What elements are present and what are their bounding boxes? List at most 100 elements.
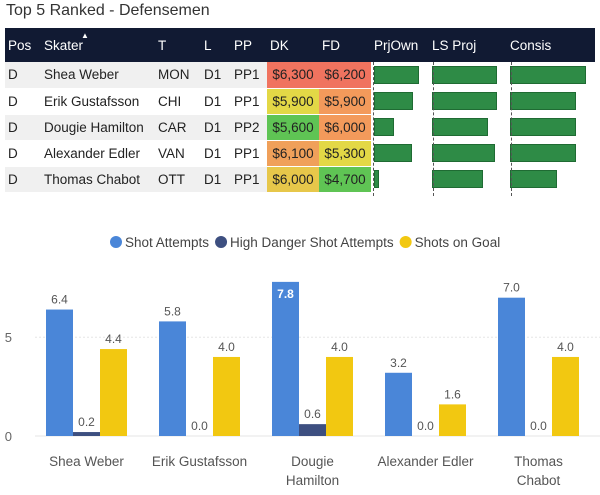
col-header-lsproj[interactable]: LS Proj	[429, 28, 507, 62]
cell-prjown	[371, 62, 429, 89]
cell-skater: Erik Gustafsson	[41, 88, 155, 115]
cell-line: D1	[201, 166, 231, 193]
data-label: 7.8	[277, 287, 294, 301]
cell-pos: D	[5, 62, 41, 89]
table-row[interactable]: D Erik Gustafsson CHI D1 PP1 $5,900 $5,900	[5, 88, 595, 115]
col-header-prjown[interactable]: PrjOwn	[371, 28, 429, 62]
cell-skater: Dougie Hamilton	[41, 114, 155, 141]
cell-lsproj	[429, 114, 507, 141]
cell-dk: $6,300	[267, 62, 319, 89]
x-category-label: Alexander Edler	[377, 454, 474, 469]
cell-consis	[507, 62, 595, 89]
consis-data-bar	[510, 170, 557, 188]
data-label: 0.0	[417, 419, 434, 433]
col-header-dk[interactable]: DK	[267, 28, 319, 62]
cell-dk: $6,100	[267, 140, 319, 167]
lsproj-data-bar	[432, 144, 495, 162]
data-label: 5.8	[164, 304, 181, 318]
lsproj-data-bar	[432, 118, 488, 136]
legend-marker	[215, 236, 228, 248]
bar-shots-on-goal	[213, 356, 240, 436]
lsproj-data-bar	[432, 92, 497, 110]
cell-skater: Thomas Chabot	[41, 166, 155, 193]
cell-consis	[507, 166, 595, 193]
cell-dk: $5,900	[267, 88, 319, 115]
col-header-line[interactable]: L	[201, 28, 231, 62]
col-header-pp[interactable]: PP	[231, 28, 267, 62]
data-label: 7.0	[503, 281, 520, 295]
cell-fd: $5,300	[319, 140, 371, 167]
defensemen-table: Pos ▲ Skater T L PP DK FD PrjOwn LS Proj …	[5, 28, 595, 193]
column-divider	[511, 62, 512, 196]
cell-pp: PP2	[231, 114, 267, 141]
cell-line: D1	[201, 114, 231, 141]
column-divider	[373, 62, 374, 196]
cell-prjown	[371, 140, 429, 167]
data-label: 6.4	[51, 293, 68, 307]
lsproj-data-bar	[432, 65, 497, 84]
shot-stats-chart: Shot Attempts High Danger Shot Attempts Sh…	[5, 235, 600, 488]
table-row[interactable]: D Dougie Hamilton CAR D1 PP2 $5,600 $6,000	[5, 114, 595, 141]
legend-label: Shot Attempts	[125, 235, 209, 250]
cell-fd: $6,200	[319, 62, 371, 89]
legend-label: High Danger Shot Attempts	[230, 235, 394, 250]
cell-pp: PP1	[231, 166, 267, 193]
cell-pos: D	[5, 88, 41, 115]
lsproj-data-bar	[432, 170, 483, 188]
cell-prjown	[371, 114, 429, 141]
y-tick-label: 0	[5, 429, 12, 444]
cell-consis	[507, 140, 595, 167]
data-label: 4.4	[105, 332, 122, 346]
data-label: 0.6	[304, 407, 321, 421]
cell-fd: $4,700	[319, 166, 371, 193]
sort-arrow-icon: ▲	[81, 31, 89, 40]
cell-team: CHI	[155, 88, 201, 115]
cell-pos: D	[5, 114, 41, 141]
bar-shot-attempts	[498, 297, 525, 436]
cell-line: D1	[201, 62, 231, 89]
cell-consis	[507, 114, 595, 141]
table-row[interactable]: D Thomas Chabot OTT D1 PP1 $6,000 $4,700	[5, 166, 595, 193]
col-header-team[interactable]: T	[155, 28, 201, 62]
x-category-label: Dougie	[291, 454, 334, 469]
consis-data-bar	[510, 92, 576, 110]
cell-prjown	[371, 88, 429, 115]
table-row[interactable]: D Alexander Edler VAN D1 PP1 $6,100 $5,300	[5, 140, 595, 167]
consis-data-bar	[510, 118, 576, 136]
col-header-skater[interactable]: ▲ Skater	[41, 28, 155, 62]
bar-shots-on-goal	[439, 404, 466, 436]
cell-line: D1	[201, 88, 231, 115]
bar-shots-on-goal	[326, 356, 353, 436]
x-category-label: Chabot	[517, 473, 561, 488]
bar-shot-attempts	[272, 281, 299, 436]
cell-pp: PP1	[231, 62, 267, 89]
data-label: 0.0	[530, 419, 547, 433]
legend-label: Shots on Goal	[415, 235, 501, 250]
cell-skater: Alexander Edler	[41, 140, 155, 167]
data-label: 4.0	[331, 340, 348, 354]
bar-shot-attempts	[385, 372, 412, 436]
cell-fd: $6,000	[319, 114, 371, 141]
cell-line: D1	[201, 140, 231, 167]
bar-shot-attempts	[159, 321, 186, 436]
col-header-pos[interactable]: Pos	[5, 28, 41, 62]
cell-lsproj	[429, 166, 507, 193]
prjown-data-bar	[374, 170, 379, 188]
cell-prjown	[371, 166, 429, 193]
consis-data-bar	[510, 65, 586, 84]
col-header-consis[interactable]: Consis	[507, 28, 595, 62]
table-row[interactable]: D Shea Weber MON D1 PP1 $6,300 $6,200	[5, 62, 595, 89]
cell-team: MON	[155, 62, 201, 89]
cell-pos: D	[5, 166, 41, 193]
col-header-fd[interactable]: FD	[319, 28, 371, 62]
cell-team: CAR	[155, 114, 201, 141]
x-category-label: Hamilton	[286, 473, 339, 488]
data-label: 1.6	[444, 387, 461, 401]
legend-marker	[399, 236, 412, 248]
x-category-label: Shea Weber	[49, 454, 124, 469]
prjown-data-bar	[374, 144, 412, 162]
x-category-label: Erik Gustafsson	[152, 454, 247, 469]
cell-consis	[507, 88, 595, 115]
cell-pp: PP1	[231, 88, 267, 115]
data-label: 0.0	[191, 419, 208, 433]
